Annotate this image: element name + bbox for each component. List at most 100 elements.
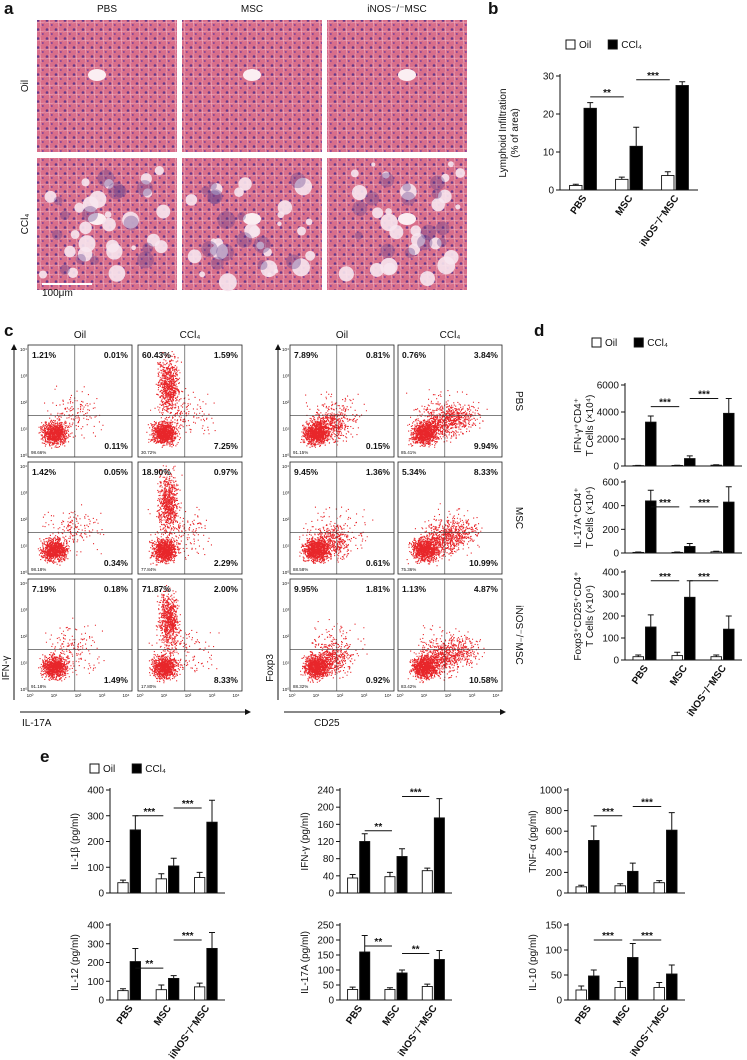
vacuole [209,246,218,255]
infiltrate [142,242,154,254]
vacuole [89,190,107,208]
error-bar [361,833,368,842]
log-tick-label: 10³ [209,693,216,698]
quadrant-value: 98.66% [31,450,46,455]
vacuole [382,171,390,179]
error-bar [647,489,654,501]
bar-chart: 0 50 100 150 IL-10 (pg/ml) *** *** PBS MSCiNOS⁻/… [528,921,685,1059]
y-tick-label: 1000 [540,786,563,797]
bar [384,876,396,894]
vacuole [74,202,85,213]
quadrant-value: 1.13% [402,584,427,594]
infiltrate [352,200,368,217]
error-bar [668,964,675,974]
vessel [398,213,416,225]
vacuole [372,207,384,219]
log-tick-label: 10² [337,693,344,698]
column-header: iNOS⁻/⁻MSC [367,4,426,15]
vacuole [338,266,354,282]
histology-image [182,158,322,292]
error-bar [349,986,356,990]
y-tick-label: 300 [87,939,104,950]
log-tick-label: 10² [20,517,27,522]
bar [675,85,689,191]
log-tick-label: 10¹ [20,427,27,432]
quadrant-value: 98.18% [31,567,46,572]
error-bar [590,825,597,841]
vessel [243,213,261,225]
log-tick-label: 10⁰ [20,570,27,575]
bar [168,977,180,1001]
event-dots [146,351,216,448]
y-tick-label: 400 [602,501,619,512]
legend-swatch [89,763,100,774]
legend-swatch [131,763,142,774]
vacuole [78,235,96,253]
error-bar [209,799,216,823]
y-tick-label: 100 [87,863,104,874]
infiltrate [420,224,436,241]
significance-label: *** [659,572,671,583]
log-tick-label: 10⁴ [20,464,27,469]
vacuole [104,211,112,218]
significance-label: *** [143,807,155,818]
y-tick-label: 100 [317,966,334,977]
bar [723,501,735,554]
bar [206,821,218,894]
y-tick-label: 400 [545,847,562,858]
infiltrate [431,188,442,199]
vacuole [147,233,160,247]
bar [117,882,129,894]
bar [421,870,433,894]
quadrant-value: 8.33% [474,467,499,477]
log-tick-label: 10⁰ [282,687,289,692]
x-tick-label: iNOS⁻/⁻MSC [686,663,729,718]
significance-label: *** [659,398,671,409]
bar [614,885,626,894]
log-tick-label: 10² [20,400,27,405]
bar [575,989,587,1001]
vacuole [70,229,80,239]
quadrant-value: 1.59% [214,350,239,360]
y-tick-label: 50 [551,971,563,982]
error-bar [629,943,636,958]
significance-label: ** [374,937,382,948]
significance-label: ** [374,822,382,833]
event-dots [300,391,367,448]
vacuole [218,273,237,292]
infiltrate [82,206,99,222]
bar [359,951,371,1001]
infiltrate [201,186,211,195]
vacuole [108,265,126,282]
y-tick-label: 250 [317,921,334,932]
infiltrate [435,221,450,236]
x-tick-label: iNOS⁻/⁻MSC [629,1003,672,1058]
y-tick-label: 300 [602,590,619,601]
infiltrate [217,211,236,229]
significance-label: *** [602,807,614,818]
bar [396,856,408,894]
bar [614,987,626,1001]
flow-plot: 9.95% 1.81% 0.92% 88.32% [289,578,395,692]
quadrant-value: 10.99% [469,558,498,568]
infiltrate [113,184,127,198]
bar [129,961,141,1001]
vacuole [104,179,114,189]
y-tick-label: 200 [545,868,562,879]
vacuole [385,208,392,215]
vessel [243,69,261,81]
error-bar [132,947,139,962]
vacuole [64,245,76,258]
error-bar [386,987,393,990]
infiltrate [354,231,363,240]
y-tick-label: 0 [556,996,562,1007]
panel-label: b [488,0,498,18]
significance-label: *** [698,572,710,583]
error-bar [349,874,356,878]
error-bar [119,988,126,991]
bar [569,184,583,191]
plot-frame [27,578,133,692]
y-tick-label: 240 [317,786,334,797]
x-tick-label: PBS [344,1003,365,1026]
flow-plot: 5.34% 8.33% 10.99% 75.36% [397,461,503,575]
